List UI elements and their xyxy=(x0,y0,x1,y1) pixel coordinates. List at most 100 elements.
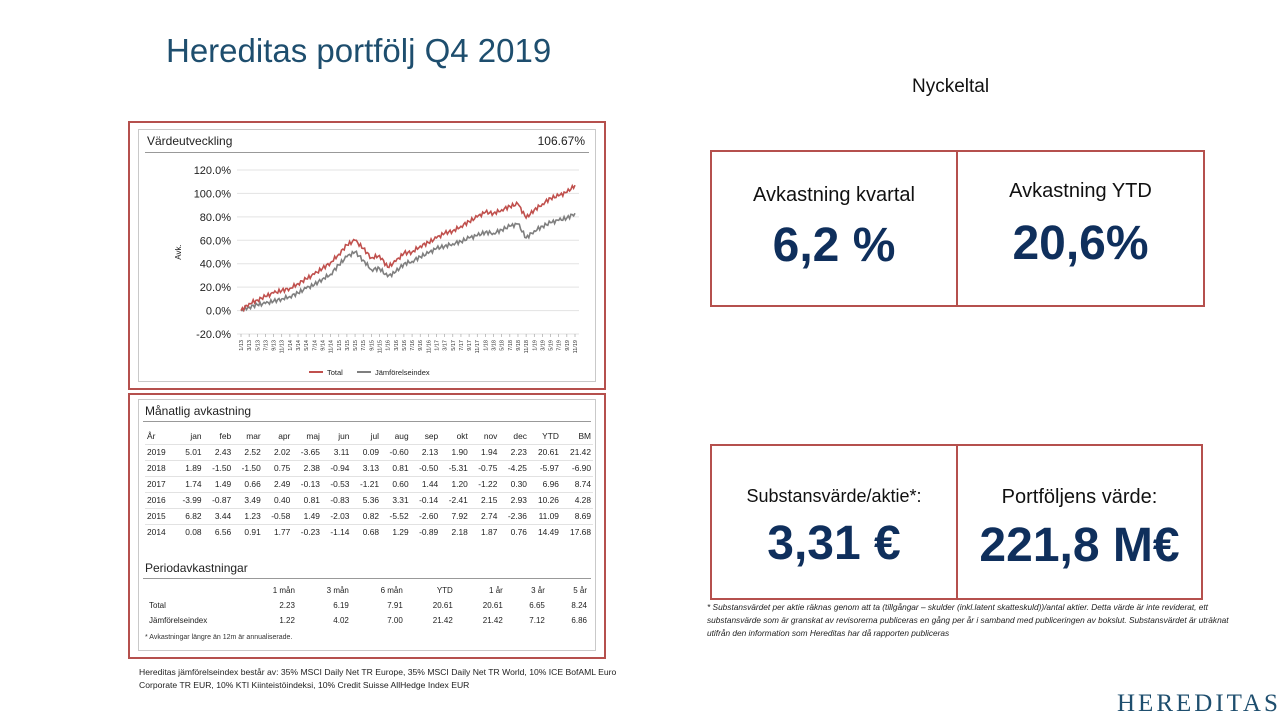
monthly-cell: 0.68 xyxy=(351,523,382,540)
period-header-cell: 1 mån xyxy=(272,586,295,595)
x-tick-label: 3/16 xyxy=(394,340,400,351)
period-rule xyxy=(143,578,591,579)
monthly-header-cell: jul xyxy=(370,430,380,441)
returns-frame: Månatlig avkastning År jan feb mar apr maj jun… xyxy=(138,399,596,651)
monthly-row: 2017 1.74 1.49 0.66 2.49 -0.13 -0.53 -1.21 0.60 1… xyxy=(145,475,593,492)
period-title: Periodavkastningar xyxy=(145,561,248,575)
x-tick-label: 3/17 xyxy=(443,340,449,351)
monthly-cell: 10.26 xyxy=(528,491,561,508)
x-tick-label: 11/15 xyxy=(377,340,383,353)
monthly-cell: 3.31 xyxy=(381,491,411,508)
monthly-cell: 5.01 xyxy=(174,443,204,460)
monthly-header-cell: mar xyxy=(246,430,261,441)
period-body: Total 2.23 6.19 7.91 20.61 20.61 6.65 8.24 Jämfö… xyxy=(145,598,591,628)
monthly-cell: 3.49 xyxy=(233,491,263,508)
monthly-cell: 3.44 xyxy=(203,507,234,524)
x-tick-label: 1/13 xyxy=(239,340,245,351)
monthly-row: 2014 0.08 6.56 0.91 1.77 -0.23 -1.14 0.68 1.29 -0… xyxy=(145,523,593,540)
period-header-cell: 3 mån xyxy=(326,586,349,595)
monthly-cell: -3.65 xyxy=(292,443,322,460)
period-header-cell: 1 år xyxy=(489,586,503,595)
kpi-value-ytd: 20,6% xyxy=(1012,217,1149,270)
monthly-cell: 6.82 xyxy=(174,507,204,524)
x-tick-label: 5/19 xyxy=(549,340,555,351)
kpi-label-ytd: Avkastning YTD xyxy=(1009,180,1152,202)
monthly-header-cell: feb xyxy=(219,430,232,441)
hereditas-logo: HEREDITAS xyxy=(1117,690,1280,717)
period-cell: 7.91 xyxy=(387,601,403,610)
x-tick-label: 1/14 xyxy=(288,340,294,351)
kpi-value-kvartal: 6,2 % xyxy=(772,219,896,272)
monthly-cell: 2.93 xyxy=(499,491,529,508)
monthly-cell: -2.36 xyxy=(499,507,529,524)
y-tick-label: 100.0% xyxy=(194,188,232,200)
monthly-cell: 0.75 xyxy=(262,459,293,476)
monthly-cell: 1.49 xyxy=(203,475,234,492)
x-tick-label: 9/15 xyxy=(369,340,375,351)
monthly-header-cell: sep xyxy=(424,430,439,441)
x-tick-label: 5/15 xyxy=(353,340,359,351)
kpi-label-substans: Substansvärde/aktie*: xyxy=(746,486,922,506)
kpi-value-substans: 3,31 € xyxy=(767,517,901,570)
x-tick-label: 9/17 xyxy=(467,340,473,351)
monthly-cell: 2.13 xyxy=(410,443,441,460)
monthly-header-cell: nov xyxy=(483,430,498,441)
x-tick-label: 9/18 xyxy=(516,340,522,351)
period-header-cell: 6 mån xyxy=(380,586,403,595)
x-tick-label: 5/17 xyxy=(451,340,457,351)
kpi-box-substans: Substansvärde/aktie*: 3,31 € xyxy=(710,444,958,600)
monthly-cell: 2015 xyxy=(145,507,174,524)
chart-frame: Värdeutveckling 106.67% 120.0% 100.0% 80.0… xyxy=(138,129,596,382)
monthly-cell: -0.94 xyxy=(321,459,352,476)
monthly-cell: 2016 xyxy=(145,491,174,508)
x-tick-label: 11/14 xyxy=(329,340,335,353)
monthly-cell: 0.60 xyxy=(381,475,411,492)
x-tick-label: 1/18 xyxy=(483,340,489,351)
monthly-header-cell: jan xyxy=(190,430,202,441)
monthly-cell: 2.23 xyxy=(499,443,529,460)
monthly-cell: 0.40 xyxy=(262,491,293,508)
returns-panel: Månatlig avkastning År jan feb mar apr maj jun… xyxy=(128,393,606,659)
monthly-cell: 0.81 xyxy=(381,459,411,476)
monthly-cell: -5.31 xyxy=(440,459,470,476)
monthly-cell: 2018 xyxy=(145,459,174,476)
x-tick-label: 1/16 xyxy=(386,340,392,351)
period-cell: 21.42 xyxy=(432,616,453,625)
page-title: Hereditas portfölj Q4 2019 xyxy=(166,32,552,69)
monthly-cell: 0.30 xyxy=(499,475,529,492)
kpi-value-portfolj: 221,8 M€ xyxy=(979,519,1180,572)
monthly-header-cell: dec xyxy=(513,430,527,441)
monthly-cell: -4.25 xyxy=(499,459,529,476)
monthly-cell: 0.76 xyxy=(499,523,529,540)
period-header-cell: 5 år xyxy=(573,586,587,595)
monthly-cell: 6.56 xyxy=(203,523,234,540)
monthly-cell: 2014 xyxy=(145,523,174,540)
substans-note: * Substansvärdet per aktie räknas genom … xyxy=(707,602,1229,638)
x-tick-label: 7/16 xyxy=(410,340,416,351)
x-tick-label: 11/19 xyxy=(573,340,579,353)
x-tick-label: 11/17 xyxy=(475,340,481,353)
x-tick-label: 1/15 xyxy=(337,340,343,351)
kpi-label-kvartal: Avkastning kvartal xyxy=(753,184,915,206)
monthly-row: 2016 -3.99 -0.87 3.49 0.40 0.81 -0.83 5.36 3.31-… xyxy=(145,491,593,508)
monthly-cell: 4.28 xyxy=(560,491,593,508)
monthly-header-cell: jun xyxy=(338,430,350,441)
x-tick-label: 5/13 xyxy=(255,340,261,351)
monthly-cell: 17.68 xyxy=(560,523,593,540)
monthly-cell: -5.52 xyxy=(381,507,411,524)
period-table: 1 mån 3 mån 6 mån YTD 1 år 3 år 5 år Total 2.23… xyxy=(145,583,591,628)
series-line-total xyxy=(240,183,576,313)
monthly-cell: 2017 xyxy=(145,475,174,492)
x-tick-label: 9/19 xyxy=(565,340,571,351)
x-tick-label: 9/14 xyxy=(320,340,326,351)
monthly-cell: 2.02 xyxy=(262,443,293,460)
monthly-cell: 0.08 xyxy=(174,523,204,540)
monthly-cell: 0.91 xyxy=(233,523,263,540)
period-header-row: 1 mån 3 mån 6 mån YTD 1 år 3 år 5 år xyxy=(145,583,591,598)
monthly-header-cell: År xyxy=(147,430,156,441)
x-tick-label: 11/16 xyxy=(426,340,432,353)
kpi-box-portfolj: Portföljens värde: 221,8 M€ xyxy=(956,444,1203,600)
monthly-cell: 5.36 xyxy=(351,491,382,508)
monthly-header-cell: maj xyxy=(306,430,320,441)
monthly-cell: 1.44 xyxy=(410,475,441,492)
